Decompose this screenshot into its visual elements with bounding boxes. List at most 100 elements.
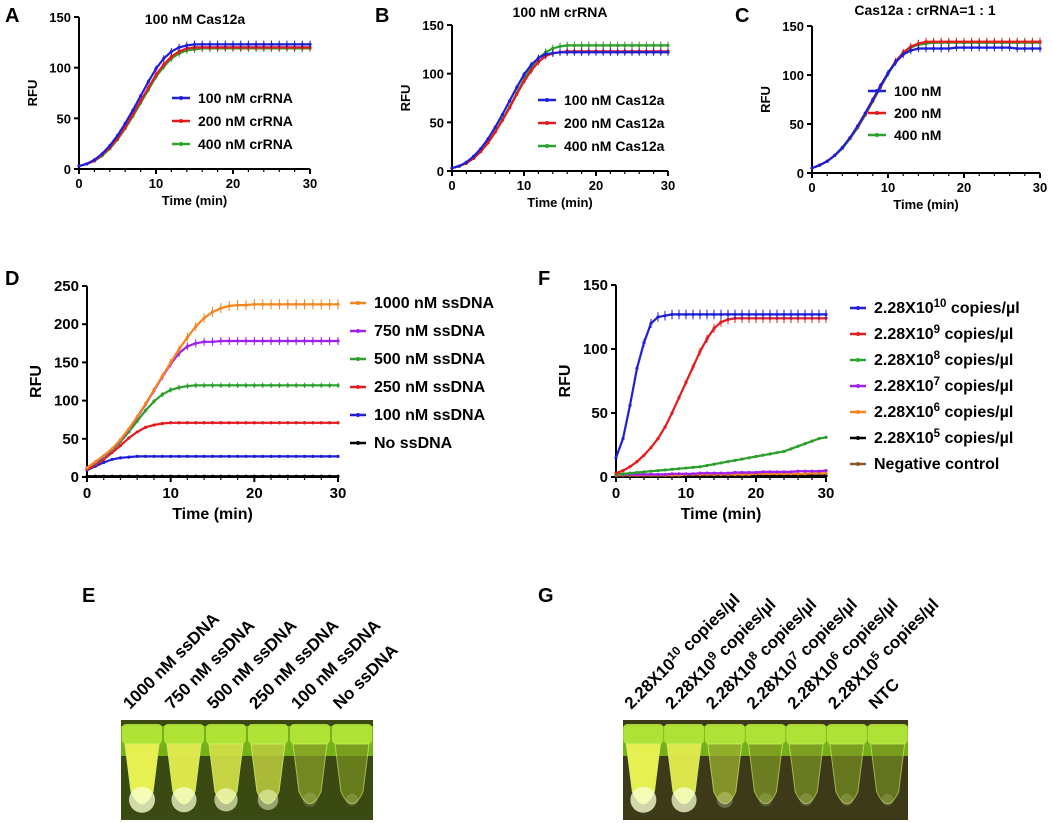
data-point	[202, 454, 206, 458]
data-point	[277, 302, 282, 306]
data-point	[614, 456, 618, 460]
data-point	[649, 469, 653, 473]
data-point	[637, 43, 641, 48]
series-D-3	[85, 421, 340, 471]
x-tick-label: 10	[149, 176, 163, 191]
data-point	[93, 460, 97, 464]
data-point	[162, 56, 166, 61]
data-point	[169, 388, 173, 392]
data-point	[644, 50, 649, 54]
tube	[826, 724, 867, 807]
legend-entry-exp: 10	[934, 298, 947, 310]
data-point	[810, 474, 814, 478]
data-point	[302, 339, 307, 343]
data-point	[947, 46, 951, 51]
data-point	[210, 340, 215, 344]
data-point	[932, 46, 936, 51]
data-point	[522, 79, 526, 84]
data-point	[691, 365, 695, 369]
legend-marker	[545, 98, 549, 102]
data-point	[219, 454, 223, 458]
data-point	[143, 474, 148, 478]
legend-marker	[356, 301, 360, 305]
legend-marker	[356, 441, 360, 445]
x-tick-label: 30	[1033, 180, 1047, 195]
data-point	[139, 99, 143, 103]
data-point	[328, 339, 332, 343]
data-point	[705, 312, 709, 317]
data-point	[1015, 46, 1019, 51]
chart-title-C: Cas12a : crRNA=1 : 1	[854, 2, 995, 18]
tube-glow	[758, 793, 773, 807]
data-point	[210, 310, 215, 314]
data-point	[824, 312, 828, 317]
data-point	[210, 421, 215, 425]
data-point	[277, 339, 282, 343]
data-point	[143, 408, 148, 413]
data-point	[219, 474, 223, 478]
data-point	[719, 471, 723, 475]
x-tick-label: 20	[957, 180, 971, 195]
data-point	[824, 435, 828, 439]
data-point	[666, 43, 670, 48]
data-point	[302, 383, 307, 387]
data-point	[493, 125, 497, 129]
data-point	[939, 46, 943, 51]
data-point	[677, 312, 681, 317]
data-point	[202, 316, 206, 320]
x-tick-label: 0	[612, 485, 620, 502]
data-point	[939, 40, 943, 44]
data-point	[677, 472, 681, 476]
data-point	[761, 312, 765, 317]
x-tick-label: 10	[678, 485, 695, 502]
series-F-3	[614, 469, 828, 477]
legend-entry: No ssDNA	[374, 435, 453, 452]
series-line	[615, 317, 826, 475]
data-point	[754, 470, 758, 475]
data-point	[817, 437, 821, 441]
data-point	[825, 159, 829, 163]
data-point	[294, 474, 298, 478]
legend-marker	[856, 358, 860, 362]
data-point	[236, 303, 240, 307]
tube	[164, 724, 204, 813]
panel-letter-E: E	[82, 585, 95, 607]
data-point	[833, 153, 837, 157]
data-point	[219, 306, 223, 310]
data-point	[254, 42, 258, 46]
data-point	[261, 302, 265, 306]
data-point	[115, 133, 120, 138]
legend-F: 2.28X1010 copies/µl2.28X109 copies/µl2.2…	[850, 298, 1020, 473]
data-point	[565, 43, 569, 48]
x-tick-label: 20	[589, 178, 603, 193]
data-point	[901, 52, 905, 57]
data-point	[789, 312, 793, 317]
data-point	[177, 454, 181, 458]
series-C-0	[810, 43, 1042, 170]
data-point	[244, 339, 248, 343]
x-tick-label: 0	[808, 180, 815, 195]
y-tick-label: 0	[71, 469, 79, 486]
data-point	[824, 471, 828, 475]
tube-glow	[799, 793, 813, 807]
data-point	[863, 111, 867, 115]
tube	[248, 724, 288, 811]
legend-marker	[179, 142, 183, 146]
tube	[786, 724, 827, 807]
data-point	[652, 43, 656, 48]
data-point	[796, 312, 800, 317]
data-point	[677, 396, 681, 400]
x-tick-label: 30	[661, 178, 675, 193]
y-axis-label-D: RFU	[28, 365, 45, 398]
data-point	[227, 304, 231, 308]
data-point	[810, 312, 814, 317]
legend-entry: 100 nM ssDNA	[374, 407, 486, 424]
tube-cap	[704, 724, 745, 744]
tube-glow	[257, 789, 279, 811]
data-point	[92, 158, 96, 162]
data-point	[118, 437, 123, 442]
data-point	[160, 421, 164, 426]
data-point	[810, 469, 814, 473]
legend-entry: 200 nM	[894, 105, 941, 121]
data-point	[194, 474, 198, 478]
